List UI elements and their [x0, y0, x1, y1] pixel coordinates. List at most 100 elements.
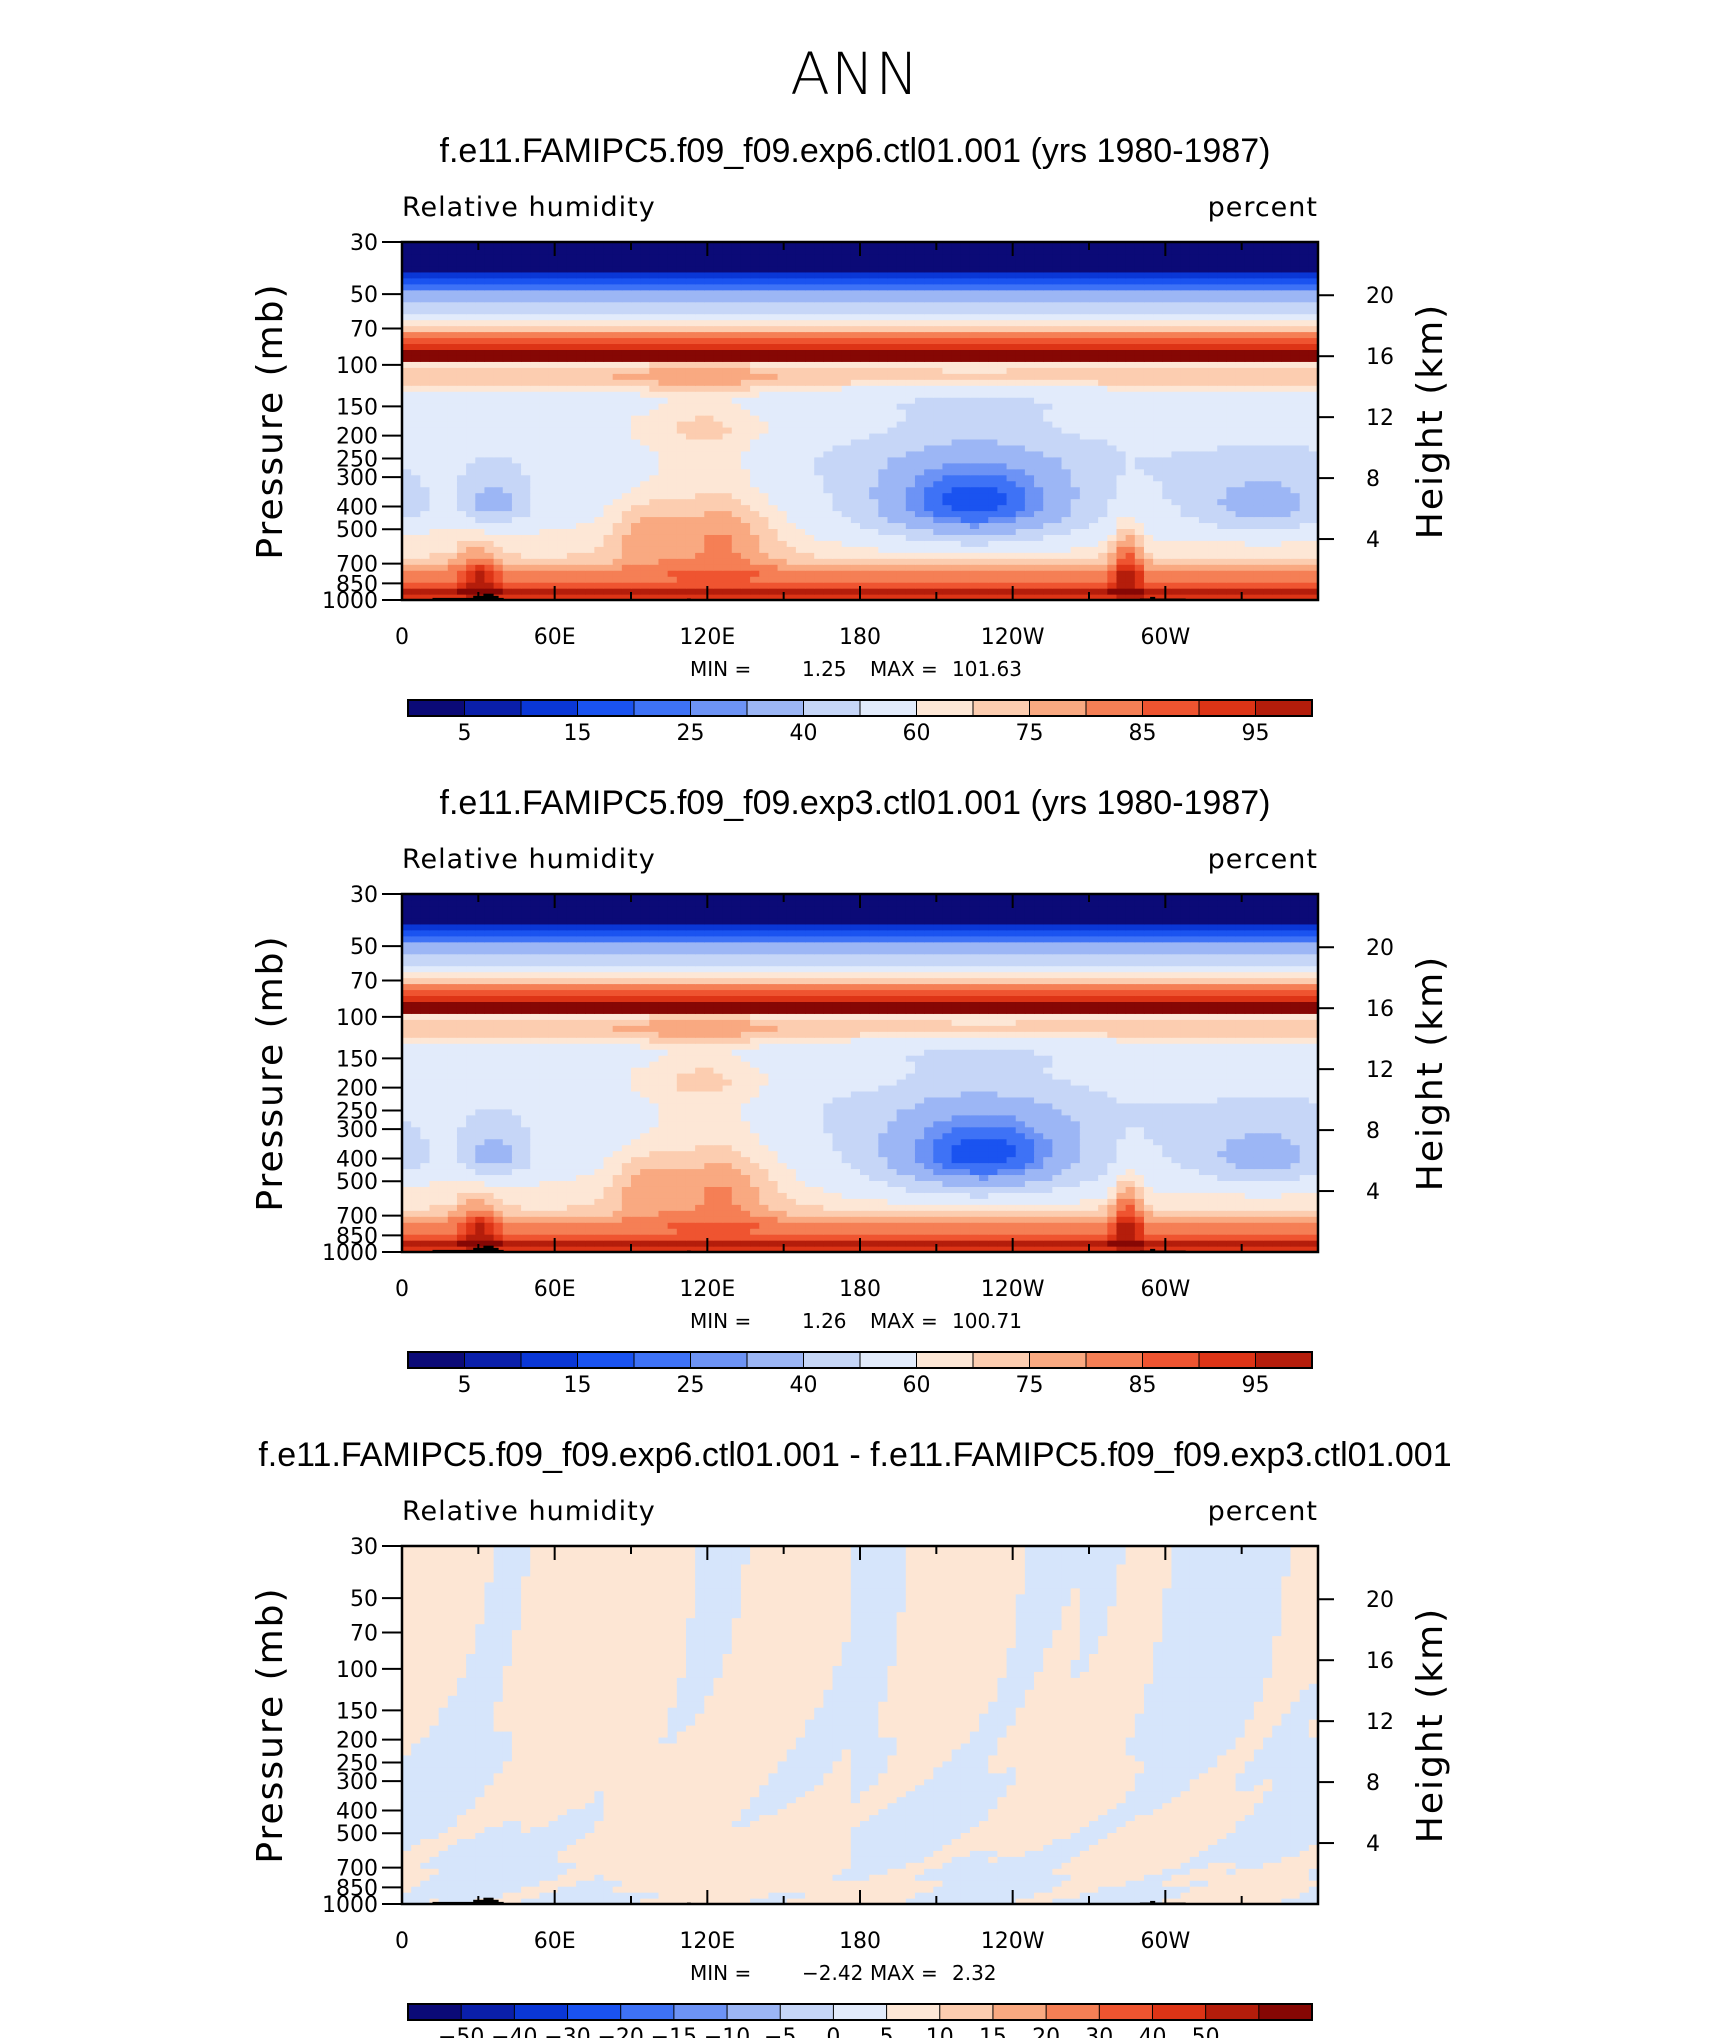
- contour-cell: [649, 480, 660, 488]
- contour-cell: [585, 409, 595, 416]
- contour-cell: [456, 337, 467, 345]
- contour-cell: [1052, 349, 1063, 356]
- contour-cell: [521, 337, 531, 345]
- contour-cell: [429, 421, 440, 428]
- contour-cell: [658, 367, 669, 374]
- contour-cell: [795, 468, 806, 476]
- contour-cell: [942, 415, 953, 422]
- contour-cell: [1263, 540, 1273, 547]
- contour-cell: [438, 438, 449, 446]
- contour-cell: [612, 421, 623, 428]
- contour-cell: [511, 373, 522, 380]
- contour-cell: [777, 474, 788, 482]
- contour-cell: [1253, 504, 1264, 512]
- contour-cell: [887, 373, 898, 380]
- contour-cell: [475, 391, 486, 398]
- contour-cell: [1006, 307, 1017, 315]
- contour-cell: [658, 385, 669, 392]
- contour-cell: [649, 552, 660, 559]
- contour-cell: [1208, 582, 1218, 589]
- contour-cell: [511, 337, 522, 345]
- contour-cell: [1299, 486, 1310, 494]
- contour-cell: [850, 480, 861, 488]
- contour-cell: [979, 456, 989, 464]
- contour-cell: [1281, 403, 1292, 410]
- contour-cell: [1116, 426, 1127, 434]
- contour-cell: [860, 546, 870, 553]
- contour-cell: [603, 504, 614, 512]
- contour-cell: [1006, 444, 1017, 452]
- contour-cell: [1034, 522, 1044, 529]
- contour-cell: [420, 552, 431, 559]
- contour-cell: [969, 534, 980, 541]
- contour-cell: [1208, 349, 1218, 356]
- contour-cell: [1290, 349, 1301, 356]
- contour-cell: [658, 534, 669, 541]
- contour-cell: [704, 361, 715, 368]
- contour-cell: [1171, 379, 1182, 386]
- contour-cell: [1217, 373, 1227, 380]
- contour-cell: [942, 564, 953, 571]
- contour-cell: [960, 504, 971, 512]
- contour-cell: [1162, 522, 1173, 529]
- contour-cell: [1143, 474, 1154, 482]
- contour-cell: [914, 421, 925, 428]
- contour-cell: [896, 379, 907, 386]
- contour-cell: [814, 307, 824, 315]
- contour-cell: [1308, 498, 1319, 506]
- contour-cell: [402, 486, 412, 494]
- contour-cell: [1180, 349, 1191, 356]
- contour-cell: [850, 558, 861, 565]
- contour-cell: [942, 397, 953, 404]
- contour-cell: [1015, 450, 1026, 458]
- contour-cell: [1180, 552, 1191, 559]
- contour-cell: [475, 432, 486, 440]
- contour-cell: [640, 319, 650, 327]
- contour-cell: [960, 331, 971, 339]
- contour-cell: [960, 546, 971, 553]
- contour-cell: [914, 313, 925, 321]
- contour-cell: [438, 522, 449, 529]
- contour-cell: [1272, 516, 1282, 524]
- contour-cell: [1107, 355, 1118, 362]
- contour-cell: [438, 498, 449, 506]
- contour-cell: [768, 570, 779, 577]
- contour-cell: [759, 313, 769, 321]
- contour-cell: [466, 588, 476, 595]
- contour-cell: [914, 558, 925, 565]
- contour-cell: [466, 546, 476, 553]
- contour-cell: [438, 546, 449, 553]
- contour-cell: [631, 522, 641, 529]
- contour-cell: [1070, 546, 1081, 553]
- contour-cell: [1052, 474, 1063, 482]
- contour-cell: [731, 432, 742, 440]
- contour-cell: [402, 367, 412, 374]
- contour-cell: [969, 558, 980, 565]
- contour-cell: [1061, 510, 1072, 518]
- contour-cell: [1089, 468, 1099, 476]
- contour-cell: [493, 504, 504, 512]
- contour-cell: [612, 361, 623, 368]
- contour-cell: [1061, 462, 1072, 470]
- contour-cell: [1208, 576, 1218, 583]
- contour-cell: [878, 588, 889, 595]
- contour-cell: [1217, 552, 1227, 559]
- contour-cell: [1235, 534, 1246, 541]
- contour-cell: [585, 456, 595, 464]
- contour-cell: [1217, 301, 1227, 309]
- contour-cell: [466, 462, 476, 470]
- contour-cell: [942, 582, 953, 589]
- contour-cell: [511, 588, 522, 595]
- contour-cell: [1079, 403, 1090, 410]
- contour-cell: [731, 444, 742, 452]
- contour-cell: [402, 349, 412, 356]
- contour-cell: [1070, 349, 1081, 356]
- contour-cell: [603, 343, 614, 350]
- contour-cell: [933, 456, 944, 464]
- contour-cell: [640, 474, 650, 482]
- contour-cell: [704, 456, 715, 464]
- contour-cell: [1162, 588, 1173, 595]
- contour-cell: [750, 349, 760, 356]
- contour-cell: [740, 564, 751, 571]
- contour-cell: [731, 307, 742, 315]
